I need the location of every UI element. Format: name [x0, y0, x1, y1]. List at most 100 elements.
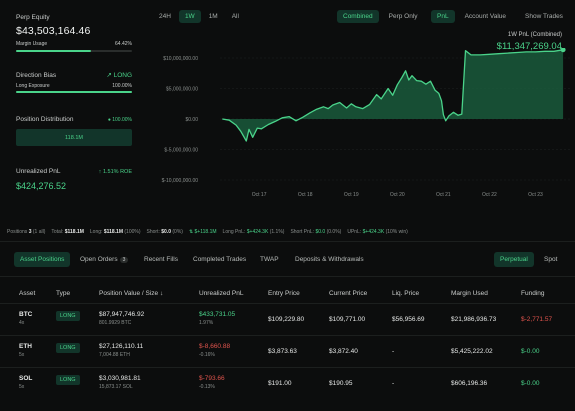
liq-price: -	[392, 348, 395, 355]
liq-price: -	[392, 380, 395, 387]
upnl-pct: (10% win)	[385, 229, 408, 235]
margin-used-cell: $606,196.36	[451, 380, 487, 387]
total-value: $118.1M	[64, 229, 84, 235]
market-tab-perpetual[interactable]: Perpetual	[494, 252, 534, 267]
long-pct: (100%)	[124, 229, 141, 235]
col-header-label: Position Value / Size	[99, 290, 159, 297]
dot-icon: ●	[107, 116, 113, 123]
col-header-asset[interactable]: Asset	[19, 290, 36, 297]
x-tick-label: Oct 17	[252, 192, 267, 198]
view-tab-combined[interactable]: Combined	[337, 10, 379, 23]
current-price-cell: $3,872.40	[329, 348, 358, 355]
current-price: $190.95	[329, 380, 353, 387]
asset-cell: BTC 4x	[19, 311, 32, 326]
metric-tab-pnl[interactable]: PnL	[431, 10, 455, 23]
margin-usage-bar	[16, 50, 132, 52]
show-trades-toggle[interactable]: Show Trades	[525, 13, 563, 20]
col-header-entry-price[interactable]: Entry Price	[268, 290, 300, 297]
entry-price: $3,873.63	[268, 348, 297, 355]
entry-price: $109,229.80	[268, 316, 305, 323]
range-tab-all[interactable]: All	[231, 13, 239, 20]
margin-used: $21,986,936.73	[451, 316, 497, 323]
view-tab-perp-only[interactable]: Perp Only	[388, 13, 418, 20]
margin-usage-label: Margin Usage	[16, 41, 48, 47]
entry-price: $191.00	[268, 380, 292, 387]
tab-label: TWAP	[260, 256, 279, 263]
range-tab-24h[interactable]: 24H	[159, 13, 171, 20]
y-tick-label: $5,000,000.00	[166, 87, 198, 93]
market-tab-spot[interactable]: Spot	[544, 256, 558, 263]
pnl-last-point	[560, 48, 566, 53]
trend-up-icon: ↗	[106, 72, 114, 79]
long-pnl-value: $+424.3K	[246, 229, 269, 235]
perp-equity-value: $43,503,164.46	[16, 25, 91, 37]
position-value: $27,126,110.11	[99, 343, 144, 350]
row-divider	[0, 367, 575, 368]
unrealized-pnl: $433,731.05	[199, 311, 236, 318]
unrealized-roe: 1.51% ROE	[102, 168, 132, 175]
funding: $-0.00	[521, 348, 540, 355]
asset-sub: 4x	[19, 320, 25, 326]
pnl-chart[interactable]: $10,000,000.00 $5,000,000.00 $0.00 $-5,000,…	[145, 48, 575, 203]
tab-twap[interactable]: TWAP	[254, 252, 285, 267]
y-tick-label: $-10,000,000.00	[162, 178, 199, 184]
row-divider	[0, 335, 575, 336]
divider	[0, 303, 575, 304]
account-summary-panel: Perp Equity $43,503,164.46 Margin Usage …	[0, 0, 145, 200]
position-value: $87,947,746.92	[99, 311, 145, 318]
col-header-current-price[interactable]: Current Price	[329, 290, 368, 297]
tab-label: Recent Fills	[144, 256, 178, 263]
unrealized-pnl: $-793.66	[199, 375, 225, 382]
unrealized-pnl-cell: $433,731.05 1.97%	[199, 311, 235, 326]
asset: BTC	[19, 311, 33, 318]
tab-label: Deposits & Withdrawals	[295, 256, 364, 263]
type-badge: LONG	[56, 343, 80, 353]
range-tab-1m[interactable]: 1M	[208, 13, 218, 20]
tab-deposits-withdrawals[interactable]: Deposits & Withdrawals	[289, 252, 370, 267]
y-tick-label: $-5,000,000.00	[164, 148, 198, 154]
asset: ETH	[19, 343, 32, 350]
tab-recent-fills[interactable]: Recent Fills	[138, 252, 184, 267]
long-pnl-label: Long PnL:	[222, 229, 246, 235]
long-exposure-label: Long Exposure	[16, 83, 50, 89]
y-tick-label: $0.00	[185, 117, 198, 123]
pnl-line	[222, 49, 564, 142]
col-header-position-value[interactable]: Position Value / Size ↓	[99, 290, 163, 297]
x-tick-label: Oct 23	[528, 192, 543, 198]
margin-used-cell: $21,986,936.73	[451, 316, 496, 323]
col-header-type[interactable]: Type	[56, 290, 71, 297]
col-header-unrealized-pnl[interactable]: Unrealized PnL	[199, 290, 244, 297]
margin-used: $606,196.36	[451, 380, 488, 387]
tab-completed-trades[interactable]: Completed Trades	[187, 252, 252, 267]
type-badge-cell: LONG	[56, 375, 80, 385]
type-badge-cell: LONG	[56, 343, 80, 353]
range-tabs: 24H 1W 1M All	[153, 10, 245, 23]
tab-open-orders[interactable]: Open Orders 3	[74, 252, 134, 267]
funding-cell: $-0.00	[521, 380, 539, 387]
current-price-cell: $190.95	[329, 380, 353, 387]
direction-bias-label: Direction Bias	[16, 71, 57, 79]
entry-price-cell: $191.00	[268, 380, 292, 387]
tab-label: Completed Trades	[193, 256, 247, 263]
liq-price: $56,956.69	[392, 316, 425, 323]
col-header-margin-used[interactable]: Margin Used	[451, 290, 488, 297]
funding: $-0.00	[521, 380, 540, 387]
long-exposure-bar	[16, 91, 132, 93]
sort-desc-icon: ↓	[159, 290, 164, 297]
divider	[0, 241, 575, 242]
tab-label: Open Orders	[80, 256, 118, 263]
unrealized-pnl-sub: -0.16%	[199, 352, 215, 358]
range-tab-1w[interactable]: 1W	[178, 10, 201, 23]
unrealized-pnl-label: Unrealized PnL	[16, 168, 61, 175]
type-badge-cell: LONG	[56, 311, 80, 321]
col-header-funding[interactable]: Funding	[521, 290, 545, 297]
tab-asset-positions[interactable]: Asset Positions	[14, 252, 71, 267]
long-label: Long:	[89, 229, 103, 235]
asset: SOL	[19, 375, 33, 382]
position-value-cell: $87,947,746.92 801.9929 BTC	[99, 311, 144, 326]
col-header-liq-price[interactable]: Liq. Price	[392, 290, 420, 297]
short-pct: (0%)	[172, 229, 183, 235]
y-tick-label: $10,000,000.00	[163, 56, 198, 62]
metric-tab-account-value[interactable]: Account Value	[464, 13, 507, 20]
short-label: Short:	[146, 229, 160, 235]
